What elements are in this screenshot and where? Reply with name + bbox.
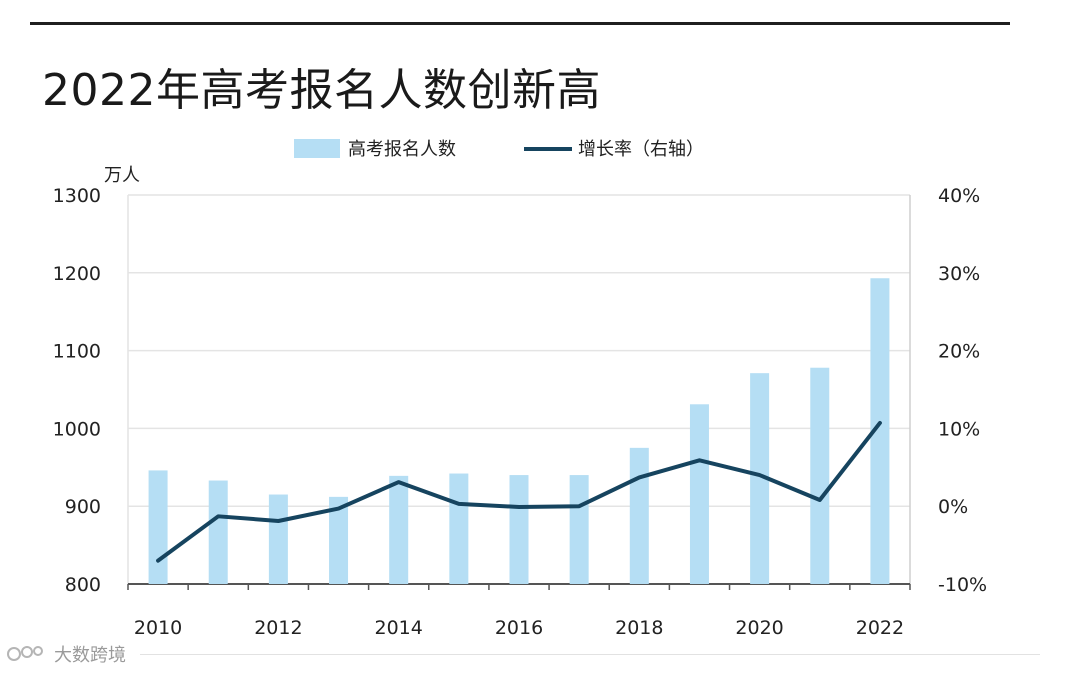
legend-label-line: 增长率（右轴） [578,139,704,160]
right-tick-label: 10% [938,418,980,440]
x-tick-label: 2012 [254,617,302,639]
logo-icon [7,646,43,661]
bar [389,475,409,584]
left-tick-label: 1100 [53,341,101,363]
bar [870,278,890,584]
x-tick-label: 2018 [615,617,663,639]
x-tick-label: 2014 [375,617,423,639]
bar [449,473,469,584]
watermark: 大数跨境 [6,640,126,668]
chart-title: 2022年高考报名人数创新高 [42,65,601,116]
bar [268,494,288,584]
legend-swatch-bar [294,139,340,158]
bar [148,470,168,584]
left-tick-label: 1200 [53,263,101,285]
x-tick-label: 2020 [735,617,783,639]
bar [329,496,349,584]
right-tick-label: -10% [938,574,987,596]
left-tick-label: 1000 [53,418,101,440]
bar [509,475,529,584]
bar [208,480,228,584]
bar [750,373,770,584]
right-tick-label: 40% [938,185,980,207]
growth-rate-line [156,420,882,563]
left-tick-label: 900 [65,496,101,518]
bar [569,475,589,584]
bottom-rule [140,654,1040,655]
watermark-text: 大数跨境 [54,645,126,666]
bar [689,404,709,584]
left-tick-label: 1300 [53,185,101,207]
left-axis-unit: 万人 [104,165,140,186]
bar [810,367,830,584]
right-tick-label: 20% [938,341,980,363]
left-tick-label: 800 [65,574,101,596]
x-tick-label: 2022 [856,617,904,639]
right-tick-label: 30% [938,263,980,285]
top-rule [30,22,1010,25]
legend-label-bar: 高考报名人数 [348,139,456,160]
bar [629,447,649,584]
right-tick-label: 0% [938,496,968,518]
x-tick-label: 2010 [134,617,182,639]
x-tick-label: 2016 [495,617,543,639]
